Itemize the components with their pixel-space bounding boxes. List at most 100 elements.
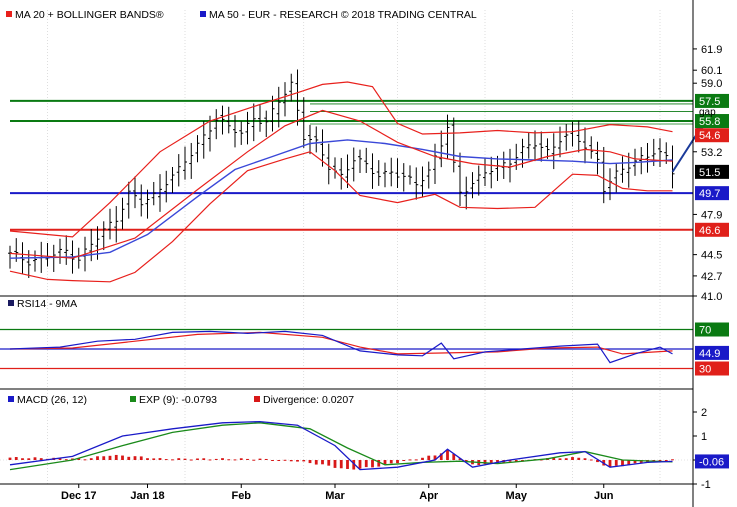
divergence-bar <box>571 457 574 460</box>
divergence-bar <box>508 460 512 462</box>
price-bar <box>364 147 369 173</box>
divergence-bar <box>589 459 593 461</box>
legend-ma50: MA 50 - EUR - RESEARCH © 2018 TRADING CE… <box>209 9 477 21</box>
price-bar <box>464 176 469 210</box>
price-bar <box>258 105 262 132</box>
price-bar <box>445 114 450 160</box>
divergence-bar <box>158 458 162 460</box>
price-bar <box>470 172 475 199</box>
price-bar <box>576 120 581 153</box>
y-tick-label: -1 <box>701 479 711 491</box>
divergence-bar <box>439 453 443 460</box>
price-bar <box>226 106 231 134</box>
divergence-bar <box>558 458 562 460</box>
divergence-bar <box>33 457 37 460</box>
price-bar <box>620 156 625 183</box>
price-bar <box>301 97 306 148</box>
divergence-bar <box>627 460 631 466</box>
exp-signal-line <box>9 422 673 471</box>
gridlines <box>0 10 693 484</box>
divergence-bar <box>483 460 487 465</box>
price-bar <box>539 131 544 162</box>
divergence-bar <box>139 456 143 460</box>
divergence-bar <box>408 459 412 461</box>
x-tick-label: Mar <box>325 490 345 502</box>
price-bar <box>33 250 37 272</box>
divergence-bar <box>152 458 156 460</box>
y-tick-label: 47.9 <box>701 209 722 221</box>
legend-rsi-swatch <box>8 300 14 306</box>
y-tick-label: 53.2 <box>701 147 722 159</box>
price-bar <box>476 165 481 196</box>
price-level-badge: 55.8 <box>699 116 720 128</box>
macd-last-badge-box <box>695 454 729 469</box>
divergence-bar <box>671 459 674 461</box>
divergence-bar <box>164 459 168 461</box>
divergence-bar <box>427 455 431 460</box>
divergence-bar <box>96 456 99 460</box>
divergence-bar <box>614 460 618 466</box>
ma20-line <box>9 109 673 259</box>
price-bar <box>370 153 375 189</box>
price-bar <box>145 189 150 219</box>
divergence-bar <box>396 460 399 464</box>
divergence-bar <box>621 460 624 467</box>
legend-ma50-swatch <box>200 11 206 17</box>
rsi-level-lines <box>0 328 693 370</box>
price-level-badge: 46.6 <box>699 225 720 237</box>
price-bar <box>339 157 344 190</box>
divergence-bar <box>196 458 199 460</box>
price-bar <box>595 141 600 175</box>
price-bar <box>58 238 62 264</box>
price-bar <box>233 115 237 148</box>
x-tick-label: Dec 17 <box>61 490 96 502</box>
divergence-bar <box>489 460 493 463</box>
divergence-bar <box>371 460 374 468</box>
price-bar <box>151 181 156 206</box>
legend-divergence-swatch <box>254 396 260 402</box>
x-tick-label: Jun <box>594 490 614 502</box>
y-tick-label: 59.0 <box>701 78 722 90</box>
price-bar <box>308 124 312 155</box>
price-bar <box>239 121 244 145</box>
divergence-bar <box>39 458 43 460</box>
divergence-bar <box>246 458 249 460</box>
divergence-bar <box>202 458 206 460</box>
divergence-bar <box>296 460 299 462</box>
divergence-bar <box>514 460 518 462</box>
price-bar <box>195 135 200 163</box>
divergence-bar <box>146 458 149 460</box>
price-bar <box>376 160 381 186</box>
divergence-bar <box>27 458 31 460</box>
price-bar <box>139 184 144 217</box>
bollinger-upper-line <box>9 81 673 238</box>
price-bar <box>520 138 525 168</box>
divergence-bar <box>283 459 287 461</box>
divergence-bar <box>64 459 68 461</box>
divergence-bar <box>227 459 231 461</box>
divergence-bar <box>189 459 193 461</box>
divergence-bar <box>383 460 387 465</box>
divergence-bar <box>177 458 181 460</box>
divergence-bar <box>252 459 256 461</box>
price-bar <box>208 115 212 152</box>
y-tick-label: 42.7 <box>701 271 722 283</box>
x-tick-label: Apr <box>419 490 439 502</box>
x-tick-label: Feb <box>231 490 251 502</box>
divergence-bar <box>421 457 424 460</box>
price-bar <box>533 130 537 162</box>
divergence-bar <box>658 460 662 461</box>
divergence-bar <box>277 460 281 461</box>
price-bar <box>170 167 175 193</box>
rsi-level-badge-box <box>695 361 729 376</box>
macd-last-badge: -0.06 <box>699 456 724 468</box>
divergence-bar <box>14 457 18 460</box>
divergence-bar <box>121 455 124 460</box>
legend-macd: MACD (26, 12) <box>17 394 87 406</box>
price-level-badge-box <box>695 222 729 237</box>
legend-ma20: MA 20 + BOLLINGER BANDS® <box>15 9 164 21</box>
price-bar <box>395 158 400 189</box>
divergence-bar <box>446 449 449 460</box>
divergence-bar <box>333 460 337 468</box>
divergence-bar <box>452 453 456 460</box>
